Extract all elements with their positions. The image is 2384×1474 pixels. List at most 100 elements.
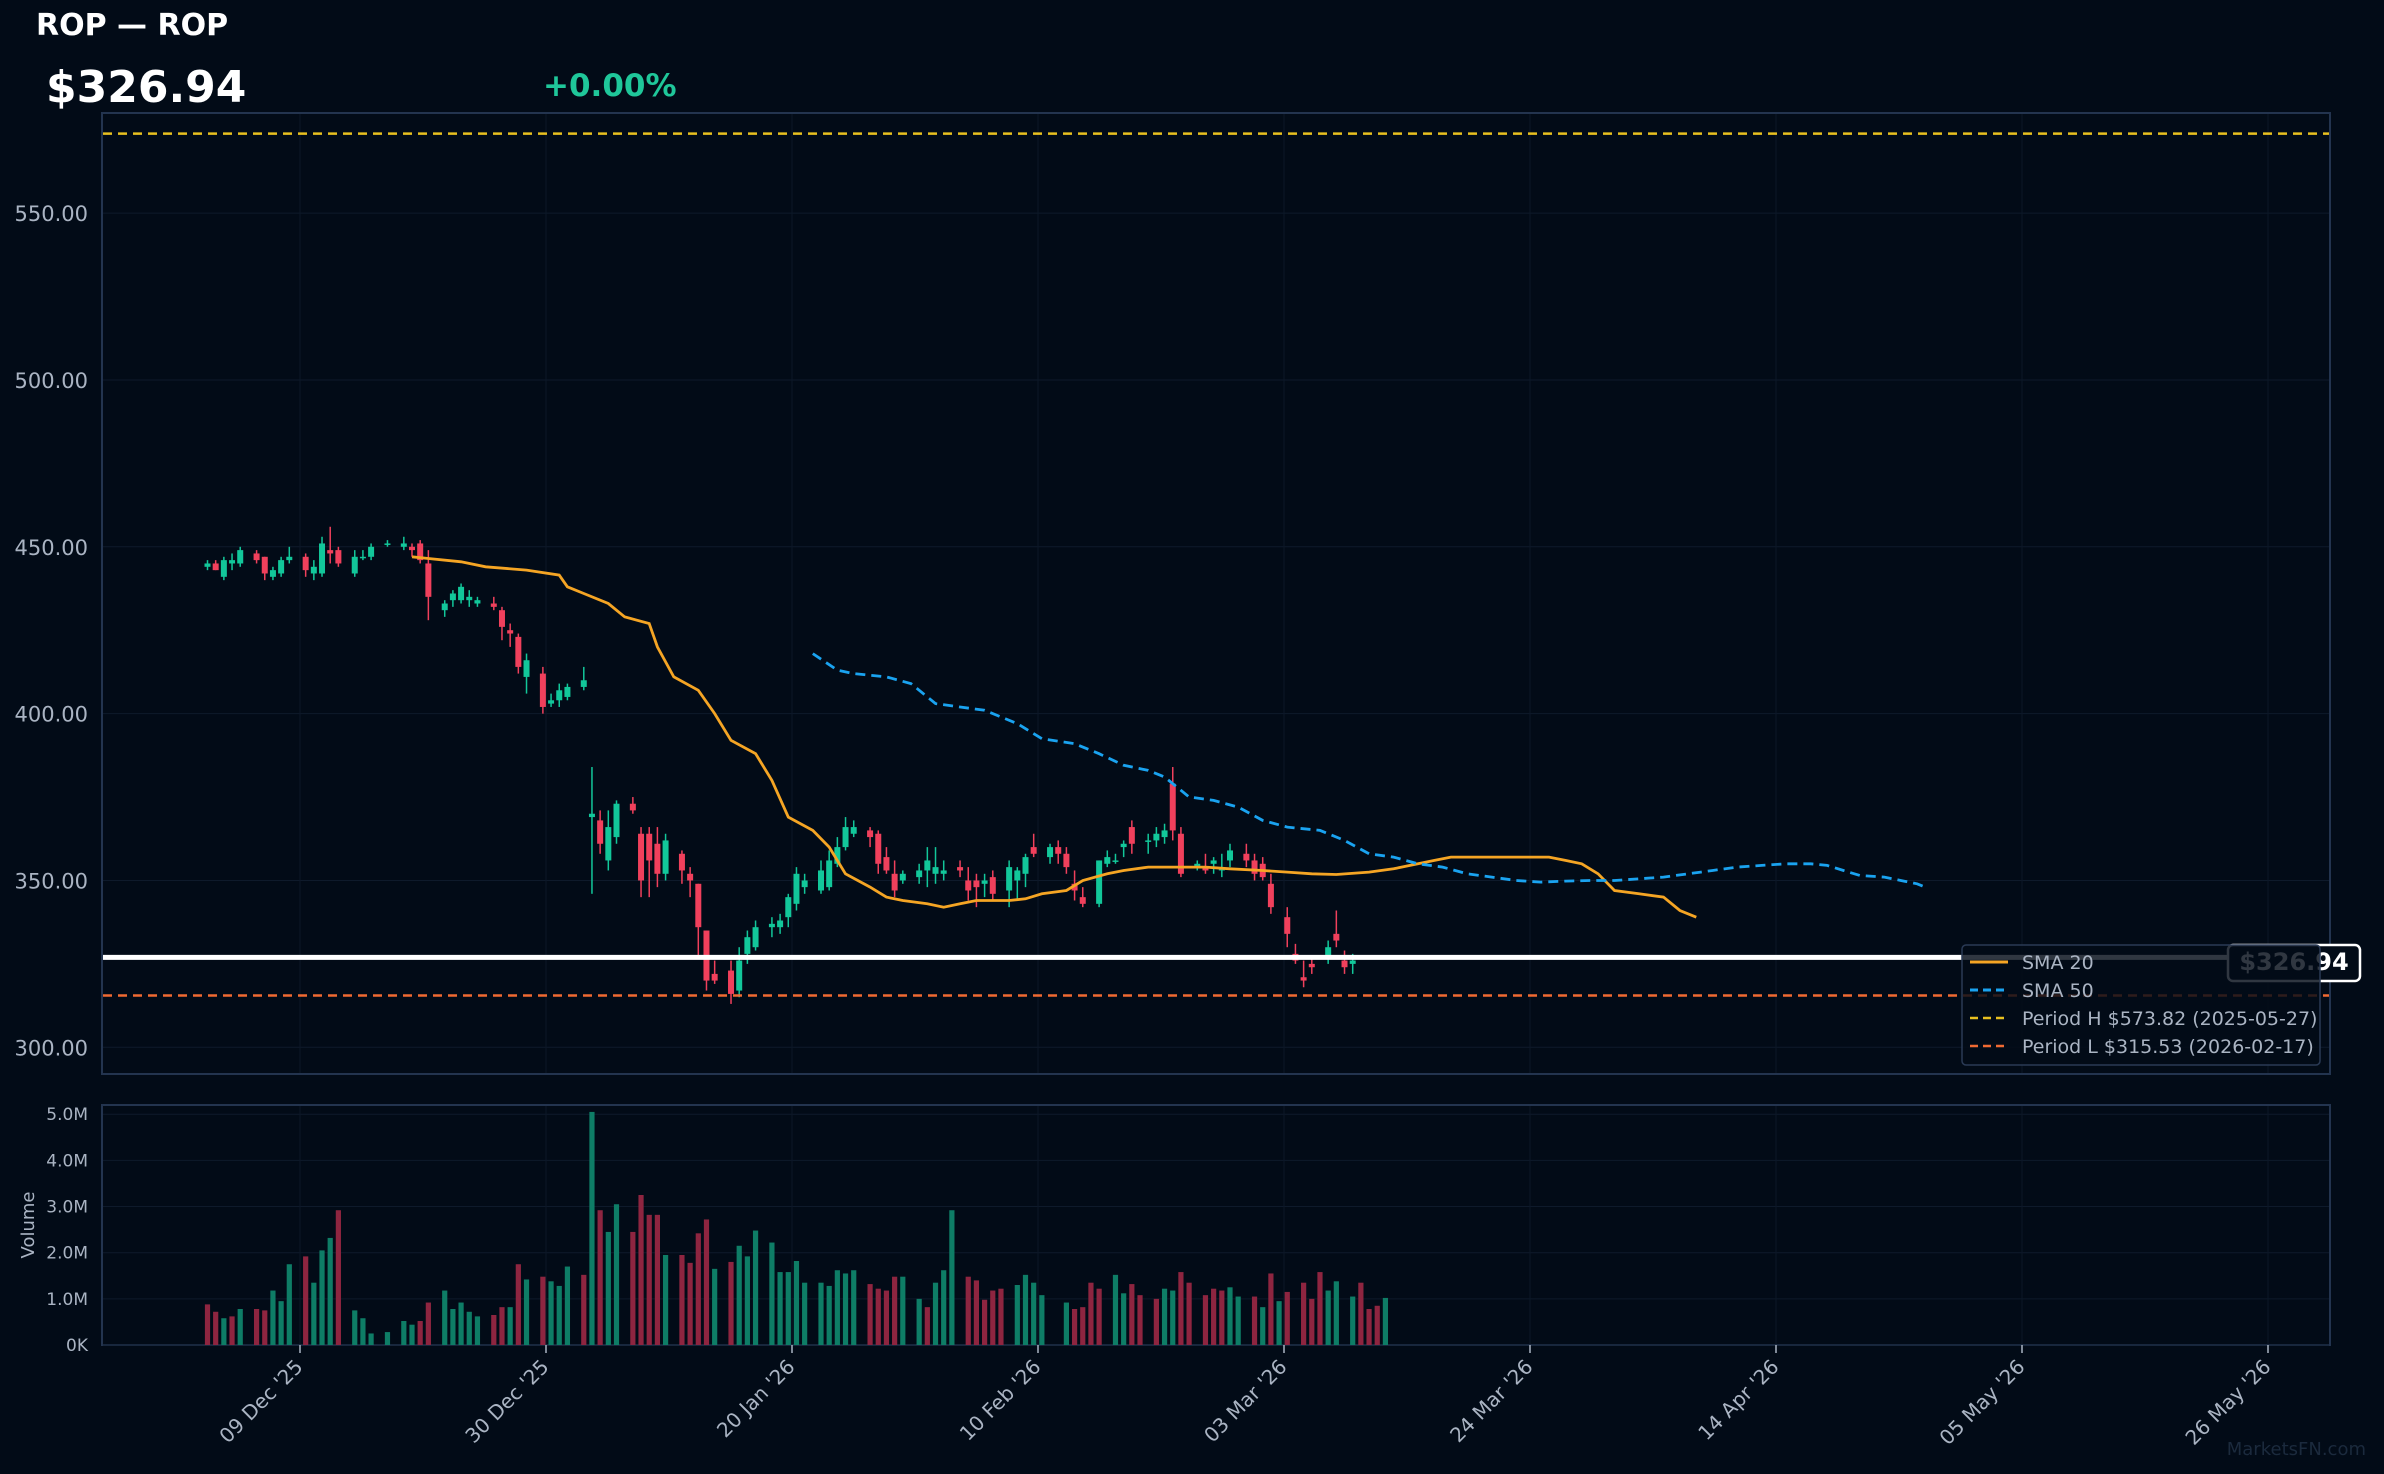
candle-body	[981, 880, 988, 884]
volume-bar	[507, 1307, 513, 1345]
candle-body	[899, 873, 906, 881]
volume-bar	[556, 1285, 562, 1345]
candle-body	[409, 546, 415, 551]
candle-body	[1161, 830, 1168, 838]
volume-bar	[221, 1318, 227, 1345]
candle-body	[490, 603, 497, 607]
candle-body	[1267, 883, 1274, 908]
candle-body	[564, 686, 571, 697]
candle-body	[768, 923, 775, 928]
candle-body	[1104, 857, 1111, 864]
volume-bar	[982, 1299, 988, 1345]
candle-body	[458, 586, 465, 601]
x-tick-label: 24 Mar '26	[1445, 1355, 1538, 1448]
volume-axis-label: Volume	[18, 1192, 39, 1259]
candle-body	[286, 556, 293, 561]
candle-body	[588, 813, 595, 818]
candle-body	[1251, 860, 1258, 874]
candle-body	[883, 857, 890, 871]
volume-bar	[834, 1270, 840, 1345]
volume-bar	[646, 1214, 652, 1345]
candle-body	[523, 660, 530, 677]
volume-bar	[1014, 1285, 1020, 1345]
volume-bar	[1268, 1273, 1274, 1345]
volume-tick-label: 0K	[66, 1336, 89, 1356]
candle-body	[638, 833, 645, 881]
volume-bar	[589, 1111, 595, 1345]
volume-bar	[932, 1282, 939, 1345]
candle-body	[449, 593, 456, 601]
volume-bar	[900, 1276, 906, 1345]
candle-body	[327, 550, 334, 554]
candle-body	[417, 543, 424, 561]
price-tick-label: 400.00	[15, 703, 88, 727]
chart-title: ROP — ROP	[36, 8, 229, 43]
volume-bar	[262, 1310, 268, 1345]
candle-body	[1022, 857, 1029, 874]
volume-bar	[785, 1272, 791, 1345]
volume-bar	[1358, 1282, 1364, 1345]
legend-box	[1961, 944, 2321, 1066]
volume-bar	[352, 1310, 358, 1345]
volume-bar	[229, 1316, 235, 1345]
volume-bar	[278, 1301, 284, 1345]
candle-body	[425, 563, 432, 597]
volume-tick-label: 4.0M	[46, 1151, 88, 1171]
candle-body	[646, 833, 653, 861]
volume-bar	[491, 1315, 497, 1345]
candle-body	[891, 873, 898, 891]
candle-body	[875, 833, 882, 864]
x-tick-label: 09 Dec '25	[214, 1355, 307, 1448]
volume-bar	[842, 1273, 849, 1345]
volume-bar	[605, 1231, 611, 1345]
volume-bar	[303, 1256, 309, 1345]
volume-bar	[687, 1262, 693, 1345]
candle-body	[515, 636, 522, 667]
candle-body	[507, 630, 514, 634]
volume-bar	[916, 1298, 922, 1345]
candle-body	[1227, 850, 1233, 861]
candle-body	[1210, 860, 1217, 864]
volume-bar	[1333, 1281, 1339, 1345]
volume-bar	[1039, 1295, 1045, 1345]
volume-bar	[409, 1324, 415, 1345]
watermark: MarketsFN.com	[2226, 1439, 2366, 1460]
candle-body	[548, 700, 555, 704]
volume-bar	[1153, 1298, 1159, 1345]
volume-bar	[474, 1316, 481, 1345]
volume-tick-label: 2.0M	[46, 1244, 88, 1264]
volume-bar	[597, 1210, 603, 1345]
candle-body	[605, 827, 612, 861]
volume-bar	[818, 1282, 824, 1345]
candle-body	[1349, 960, 1356, 964]
volume-tick-label: 1.0M	[46, 1290, 88, 1310]
volume-bar	[1088, 1282, 1094, 1345]
volume-bar	[213, 1311, 219, 1345]
volume-bar	[703, 1219, 710, 1345]
candle-body	[498, 610, 505, 627]
volume-bar	[712, 1268, 718, 1345]
volume-bar	[270, 1290, 276, 1345]
volume-bar	[1350, 1296, 1356, 1345]
candle-body	[1128, 827, 1135, 844]
candle-body	[220, 560, 227, 577]
volume-bar	[1276, 1301, 1282, 1345]
volume-bar	[237, 1309, 243, 1345]
candle-body	[1030, 847, 1037, 854]
volume-bar	[1022, 1274, 1029, 1345]
candle-body	[1047, 847, 1054, 858]
volume-bar	[875, 1288, 881, 1345]
volume-bar	[1309, 1298, 1315, 1345]
volume-bar	[1382, 1297, 1389, 1345]
x-tick-label: 05 May '26	[1934, 1355, 2029, 1450]
candle-body	[1194, 863, 1201, 868]
volume-bar	[1031, 1282, 1037, 1345]
volume-bar	[1219, 1290, 1225, 1345]
candle-body	[1112, 860, 1119, 862]
price-tick-label: 450.00	[15, 536, 88, 560]
volume-bar	[965, 1276, 971, 1345]
candle-body	[237, 550, 244, 564]
candle-body	[613, 803, 620, 838]
volume-bar	[1137, 1295, 1143, 1345]
volume-bar	[638, 1195, 644, 1345]
